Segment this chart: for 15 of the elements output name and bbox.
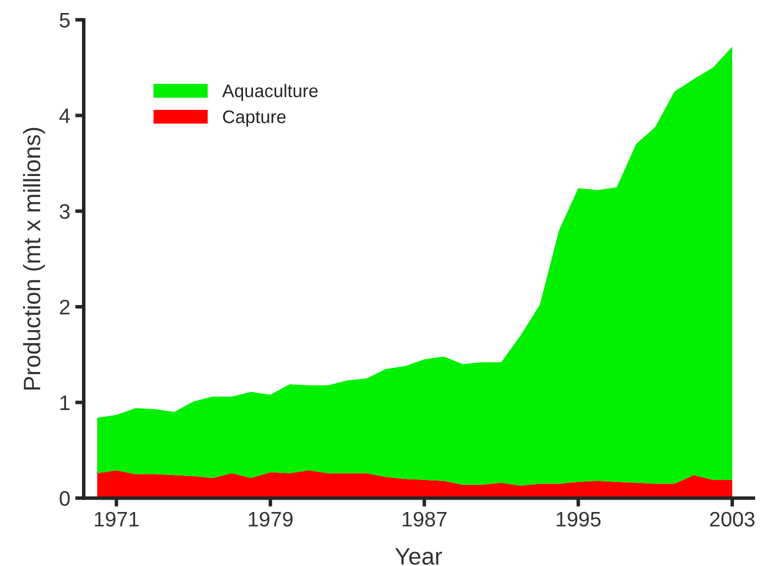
y-tick-label: 1 bbox=[60, 396, 70, 410]
x-tick-label: 1995 bbox=[556, 512, 601, 527]
x-tick-label: 1987 bbox=[402, 512, 446, 527]
y-tick-label: 5 bbox=[60, 13, 70, 28]
y-tick-label: 2 bbox=[60, 300, 70, 314]
x-tick-label: 1979 bbox=[248, 512, 293, 527]
y-tick-label: 0 bbox=[60, 491, 70, 506]
x-tick-label: 1971 bbox=[94, 512, 139, 527]
y-tick-label: 3 bbox=[60, 204, 70, 219]
y-tick-label: 4 bbox=[59, 108, 70, 124]
x-axis-title: Year bbox=[395, 548, 442, 565]
legend-label: Capture bbox=[223, 110, 286, 127]
y-axis-title: Production (mt x millions) bbox=[23, 128, 46, 390]
legend-label: Aquaculture bbox=[222, 84, 318, 101]
x-tick-label: 2003 bbox=[710, 512, 754, 527]
